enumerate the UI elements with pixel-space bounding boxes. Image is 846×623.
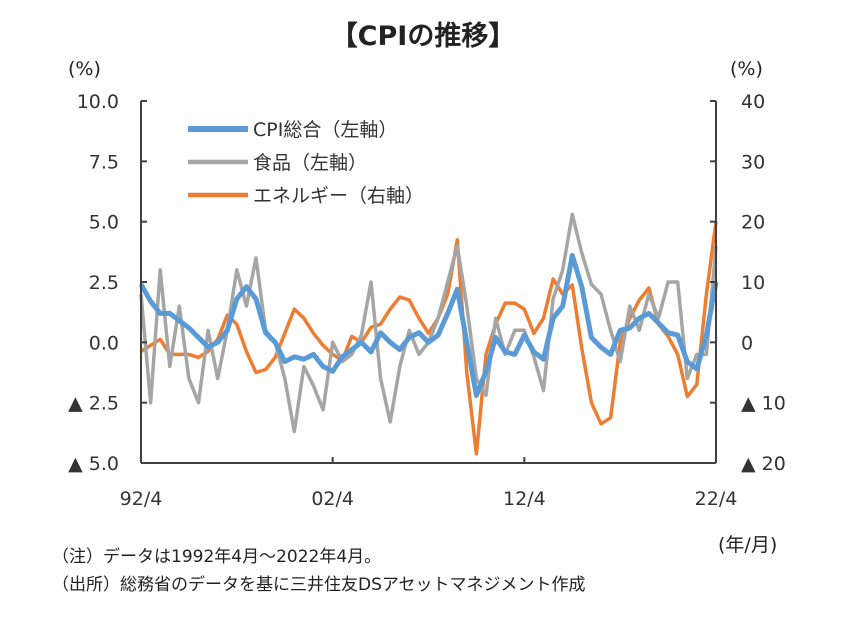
- right-axis-unit: (%): [730, 58, 763, 80]
- x-tick-label: 92/4: [120, 488, 163, 510]
- right-tick-label: 0: [741, 332, 753, 354]
- left-tick-label: ▲ 2.5: [68, 393, 119, 415]
- x-axis-unit: (年/月): [718, 534, 778, 556]
- left-tick-label: 2.5: [89, 272, 119, 294]
- legend-label-0: CPI総合（左軸）: [253, 119, 397, 141]
- left-tick-label: 5.0: [89, 212, 119, 234]
- x-tick-label: 02/4: [311, 488, 354, 510]
- right-tick-label: 30: [741, 151, 765, 173]
- right-tick-label: ▲ 20: [741, 453, 786, 475]
- series-line-2: [140, 221, 718, 456]
- left-tick-label: 0.0: [89, 332, 119, 354]
- note-text: （注）データは1992年4月～2022年4月。: [52, 547, 382, 567]
- left-tick-label: 7.5: [89, 151, 119, 173]
- source-text: （出所）総務省のデータを基に三井住友DSアセットマネジメント作成: [52, 575, 586, 595]
- left-axis-unit: (%): [68, 58, 101, 80]
- left-tick-label: 10.0: [77, 91, 119, 113]
- legend-label-1: 食品（左軸）: [253, 152, 367, 174]
- chart-title: 【CPIの推移】: [330, 21, 516, 52]
- series-line-0: [138, 253, 719, 398]
- x-tick-label: 12/4: [503, 488, 546, 510]
- right-tick-label: ▲ 10: [741, 393, 786, 415]
- legend-label-2: エネルギー（右軸）: [253, 185, 424, 207]
- right-tick-label: 20: [741, 212, 765, 234]
- right-tick-label: 40: [741, 91, 765, 113]
- right-tick-label: 10: [741, 272, 765, 294]
- x-tick-label: 22/4: [695, 488, 738, 510]
- left-tick-label: ▲ 5.0: [68, 453, 119, 475]
